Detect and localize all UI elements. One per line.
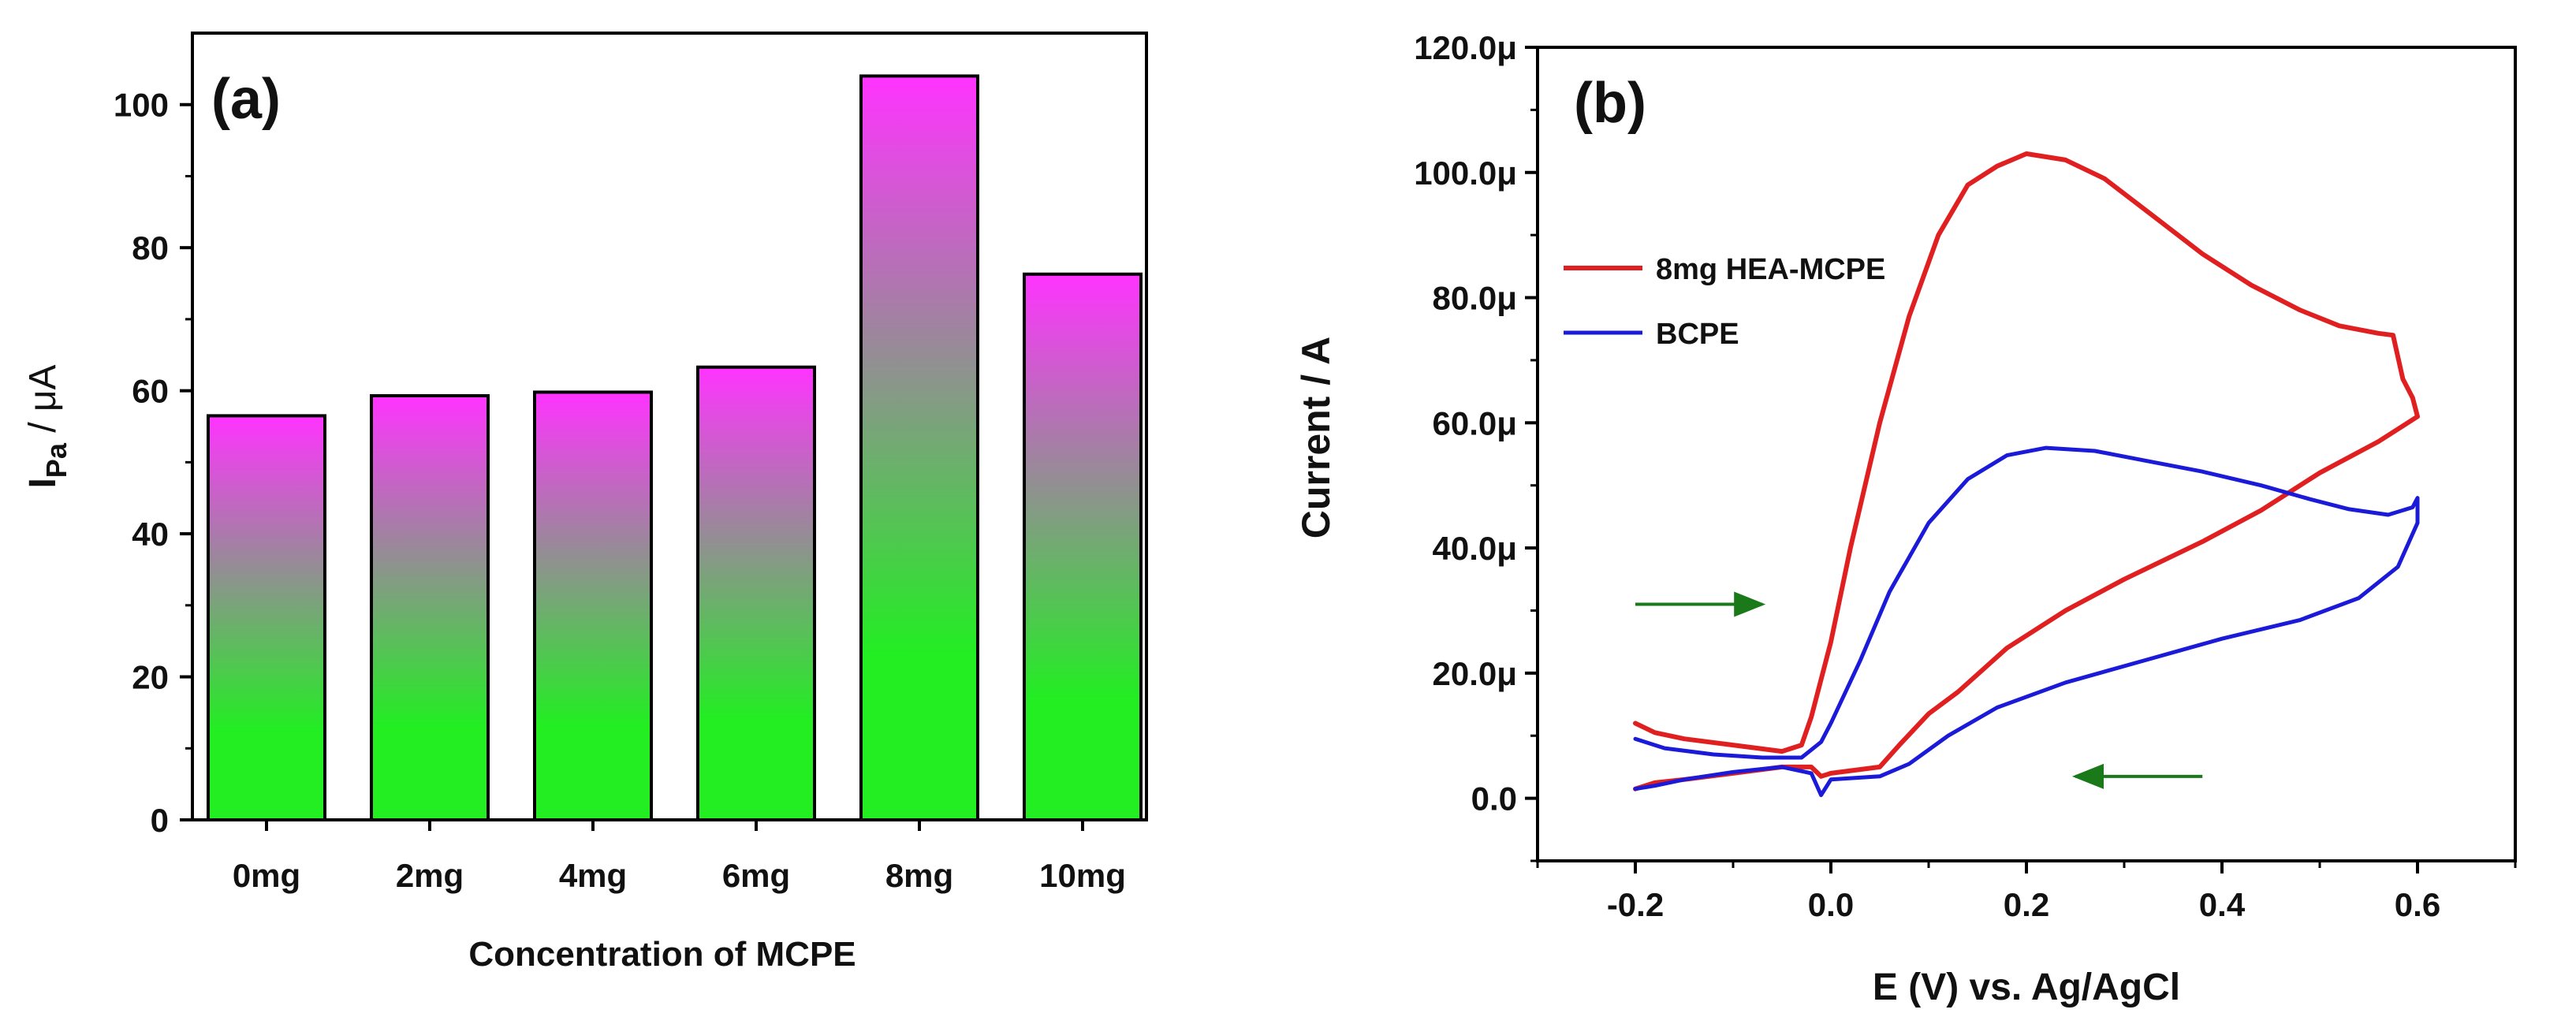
x-tick-label-2: 0.2: [2004, 886, 2049, 923]
panel-b-label: (b): [1574, 72, 1646, 135]
ipa-unit: / μA: [22, 364, 64, 443]
legend-label-hea-mcpe: 8mg HEA-MCPE: [1656, 253, 1885, 286]
panel-b-series: [1633, 151, 2420, 798]
y-tick-label-60: 60: [132, 373, 169, 410]
panel-b-legend: 8mg HEA-MCPE BCPE: [1564, 253, 1885, 351]
panel-a-x-ticks: 0mg 2mg 4mg 6mg 8mg 10mg: [233, 820, 1126, 894]
panel-b-x-ticks: -0.2 0.0 0.2 0.4 0.6: [1536, 861, 2517, 923]
panel-a-bar-chart: 0 20 40 60 80 100 0mg 2mg 4mg 6mg 8mg 10mg (a) Con…: [22, 32, 1148, 974]
ipa-subscript: Pa: [40, 442, 73, 478]
panel-b-line-chart: 0.0 20.0μ 40.0μ 60.0μ 80.0μ 100.0μ 120.0μ -0.2…: [1294, 29, 2517, 1008]
panel-a-y-ticks: 0 20 40 60 80 100: [114, 87, 192, 839]
y-tick-label-1: 20.0μ: [1433, 655, 1517, 692]
bar-4mg: [533, 390, 653, 821]
y-tick-label-20: 20: [132, 659, 169, 696]
bar-10mg: [1023, 272, 1143, 821]
panel-b-y-ticks: 0.0 20.0μ 40.0μ 60.0μ 80.0μ 100.0μ 120.0μ: [1414, 29, 1538, 862]
x-tick-label-2mg: 2mg: [396, 857, 464, 894]
y-tick-label-5: 100.0μ: [1414, 155, 1517, 192]
series-line-hea-mcpe: [1633, 151, 2420, 791]
x-tick-label-8mg: 8mg: [885, 857, 953, 894]
y-tick-label-100: 100: [114, 87, 169, 124]
x-tick-label-0mg: 0mg: [233, 857, 300, 894]
y-tick-label-80: 80: [132, 229, 169, 266]
panel-a-label: (a): [211, 68, 281, 131]
x-tick-label-4: 0.6: [2395, 886, 2440, 923]
x-tick-label-6mg: 6mg: [722, 857, 790, 894]
panel-b-x-axis-label: E (V) vs. Ag/AgCl: [1873, 967, 2180, 1008]
y-tick-label-0: 0.0: [1471, 780, 1517, 818]
x-tick-label-4mg: 4mg: [559, 857, 627, 894]
x-tick-label-10mg: 10mg: [1039, 857, 1126, 894]
series-line-bcpe: [1633, 445, 2420, 798]
panel-b-y-axis-label: Current / A: [1294, 337, 1338, 539]
bar-0mg: [207, 414, 326, 821]
bar-6mg: [696, 365, 816, 821]
y-tick-label-6: 120.0μ: [1414, 29, 1517, 66]
panel-a-plot-frame: [191, 32, 1148, 821]
y-tick-label-40: 40: [132, 516, 169, 553]
ipa-symbol: I: [22, 478, 64, 488]
bar-8mg: [859, 74, 979, 822]
x-tick-label-0: -0.2: [1607, 886, 1664, 923]
y-tick-label-4: 80.0μ: [1433, 280, 1517, 317]
y-tick-label-3: 60.0μ: [1433, 404, 1517, 441]
panel-a-x-axis-label: Concentration of MCPE: [468, 935, 856, 974]
y-tick-label-0: 0: [151, 802, 169, 839]
bar-2mg: [370, 393, 490, 822]
legend-label-bcpe: BCPE: [1656, 318, 1739, 351]
panel-a-bars: [207, 74, 1143, 822]
x-tick-label-1: 0.0: [1808, 886, 1854, 923]
panel-a-y-axis-label: IPa / μA: [22, 364, 73, 488]
x-tick-label-3: 0.4: [2199, 886, 2246, 923]
panel-b-scan-arrows: [1635, 591, 2203, 789]
y-tick-label-2: 40.0μ: [1433, 530, 1517, 567]
